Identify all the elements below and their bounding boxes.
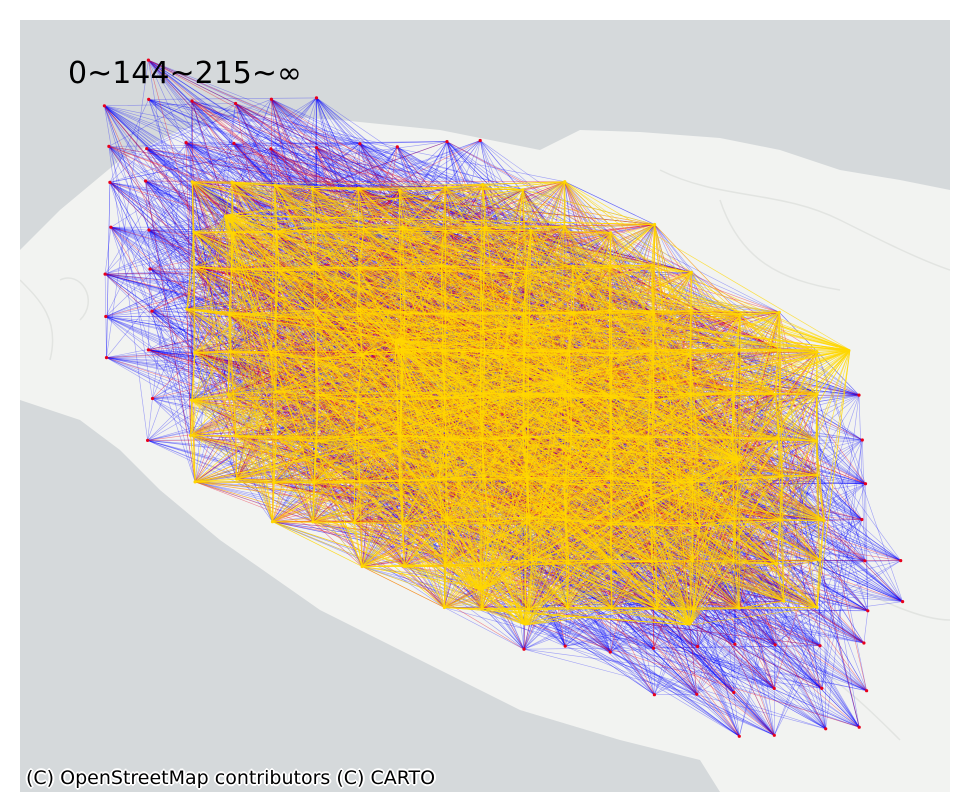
northern-coast [540, 130, 950, 220]
network-nodes [102, 58, 905, 738]
land-roads [20, 169, 950, 741]
land-peninsula [760, 640, 920, 792]
network-map[interactable] [20, 20, 950, 792]
legend-label: 0~144~215~∞ [68, 56, 303, 91]
map-panel[interactable]: 0~144~215~∞ (C) OpenStreetMap contributo… [20, 20, 950, 792]
map-attribution: (C) OpenStreetMap contributors (C) CARTO [26, 767, 436, 789]
